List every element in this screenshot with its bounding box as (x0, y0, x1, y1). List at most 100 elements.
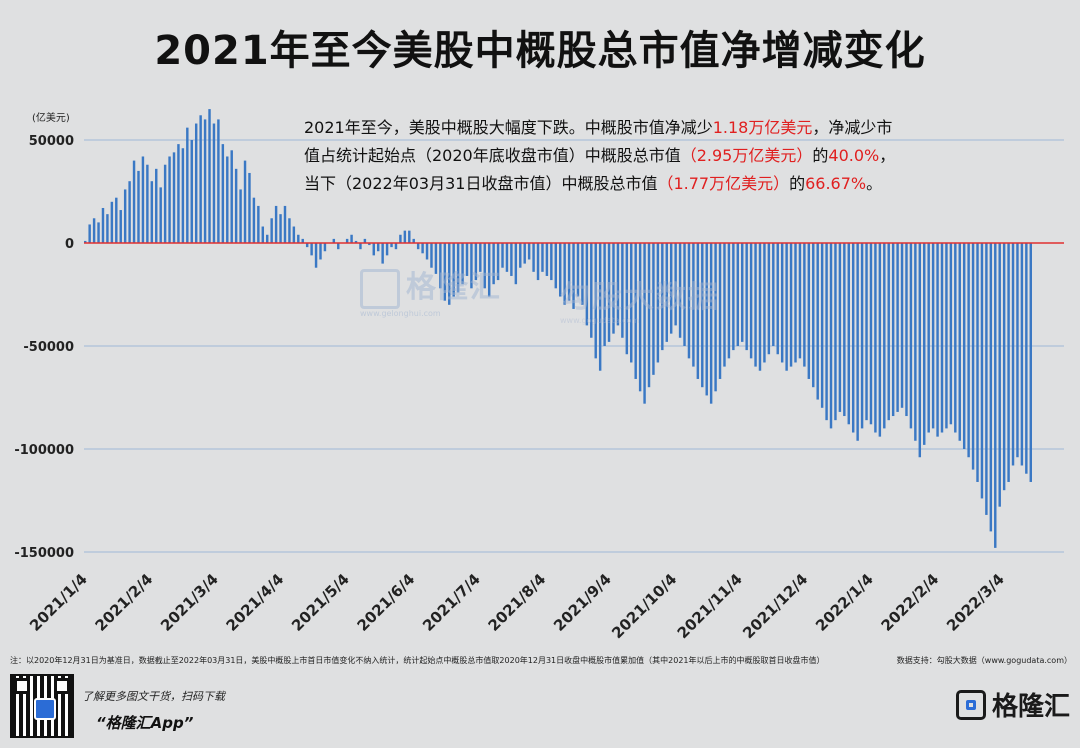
bar (834, 243, 837, 421)
bar (248, 172, 251, 243)
x-tick-label: 2021/7/4 (419, 570, 484, 635)
bar (350, 234, 353, 243)
bar (678, 243, 682, 338)
bar (505, 243, 509, 272)
bar (936, 243, 939, 437)
x-tick-label: 2021/6/4 (354, 570, 419, 635)
bar (186, 127, 189, 243)
bar (1025, 243, 1028, 474)
bar (279, 214, 282, 243)
bar (527, 243, 531, 260)
bar (115, 197, 118, 243)
bar (119, 210, 122, 243)
bar (199, 115, 202, 243)
bar (288, 218, 291, 243)
y-tick-label: 50000 (29, 134, 74, 149)
bar (376, 243, 380, 252)
bar (980, 243, 984, 499)
y-axis-unit: (亿美元) (32, 111, 70, 124)
y-tick-label: -50000 (23, 340, 74, 355)
bar (567, 243, 571, 301)
promo-app-name: “格隆汇App” (96, 714, 194, 732)
bar (394, 243, 398, 250)
bar (163, 164, 167, 243)
bar (829, 243, 833, 429)
bar (416, 243, 420, 250)
watermark-gelonghui: 格隆汇 www.gelonghui.com (360, 268, 502, 318)
bar (1029, 243, 1032, 482)
bar (612, 243, 615, 334)
bar (869, 243, 873, 425)
watermark-gogudata: 勾股大数据 www.gogudata.com (560, 280, 720, 325)
bar (905, 243, 908, 417)
bar (345, 238, 349, 243)
bar (962, 243, 966, 449)
x-tick-label: 2021/5/4 (288, 570, 353, 635)
bar (479, 243, 482, 272)
bar (514, 243, 518, 285)
bar (319, 243, 322, 260)
bar (616, 243, 620, 326)
bar (470, 243, 473, 289)
footnote: 注：以2020年12月31日为基准日，数据截止至2022年03月31日，美股中概… (10, 656, 825, 665)
bar-series (84, 109, 1032, 548)
bar (452, 243, 455, 297)
bar (390, 243, 393, 248)
qr-code[interactable] (10, 674, 74, 738)
x-tick-label: 2021/10/4 (608, 570, 680, 642)
x-tick-label: 2022/2/4 (878, 570, 943, 635)
bar (772, 243, 775, 346)
bar (763, 243, 766, 363)
bar (687, 243, 691, 359)
bar (368, 243, 371, 246)
bar (252, 197, 256, 243)
bar (261, 226, 265, 243)
bar (590, 243, 593, 338)
bar (878, 243, 882, 437)
bar (727, 243, 731, 359)
bar (754, 243, 757, 367)
bar (807, 243, 811, 379)
bar (780, 243, 784, 363)
bar (190, 140, 193, 243)
bar (234, 168, 238, 243)
bar (221, 144, 225, 243)
bar (1007, 243, 1010, 482)
bar (532, 243, 535, 272)
bar (430, 243, 433, 268)
bar (967, 243, 970, 458)
bar (283, 205, 287, 243)
bar (851, 243, 855, 433)
bar (785, 243, 788, 371)
bar (745, 243, 748, 351)
bar (847, 243, 850, 425)
grid-lines (84, 139, 1064, 553)
bar (718, 243, 722, 379)
bar (487, 243, 491, 297)
bar (816, 243, 819, 400)
bar (638, 243, 642, 392)
gelonghui-logo-icon (955, 689, 986, 720)
bar (92, 218, 96, 243)
bar (585, 243, 589, 326)
x-tick-label: 2021/2/4 (92, 570, 157, 635)
bar (603, 243, 606, 346)
bar (443, 243, 447, 301)
bar (123, 189, 127, 243)
bar (874, 243, 877, 433)
bar (381, 243, 384, 264)
promo-text: 了解更多图文干货，扫码下载 (82, 690, 225, 703)
bar (758, 243, 762, 371)
annotation-line-1: 2021年至今，美股中概股大幅度下跌。中概股市值净减少1.18万亿美元，净减少市 (304, 118, 893, 137)
bar (643, 243, 646, 404)
bar (594, 243, 597, 359)
bar (692, 243, 695, 367)
bar (434, 243, 438, 274)
bar (270, 218, 273, 243)
bar (1002, 243, 1006, 491)
bar (439, 243, 442, 289)
x-tick-label: 2022/3/4 (943, 570, 1008, 635)
bar (843, 243, 846, 417)
bar (230, 150, 233, 243)
